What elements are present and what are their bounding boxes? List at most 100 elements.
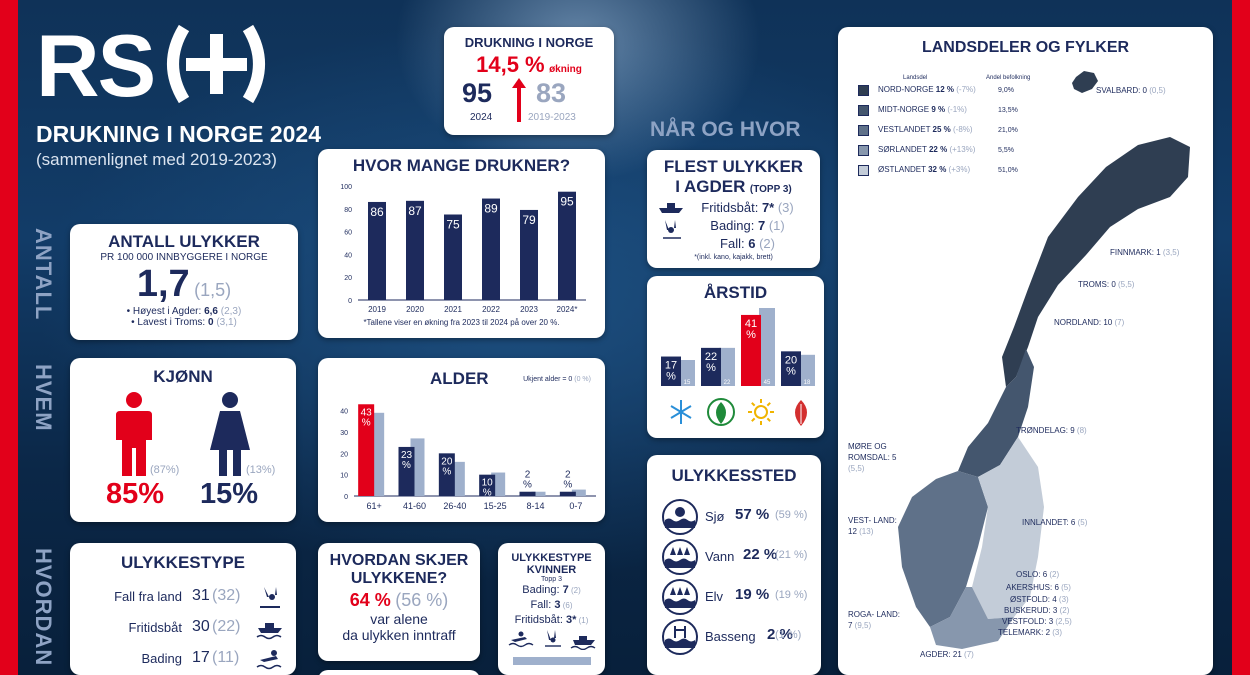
bar: [519, 491, 536, 496]
ulykker-prev: (1,5): [194, 280, 232, 300]
hvor-mange-title: HVOR MANGE DRUKNER?: [352, 156, 571, 175]
county-value: 9: [1070, 426, 1075, 435]
county-value: 7: [848, 621, 853, 630]
swimmer-head: [271, 650, 277, 656]
bar: [482, 198, 500, 300]
legend-name: SØRLANDET: [878, 145, 929, 154]
ulykker-subtitle: PR 100 000 INNBYGGERE I NORGE: [100, 252, 268, 263]
arrow-up-icon: [512, 78, 526, 122]
bar-value-label: 17: [665, 360, 677, 372]
brand-block: RS DRUKNING I NORGE 2024 (sammenlignet m…: [36, 16, 321, 170]
bar: [741, 314, 761, 386]
bar: [479, 474, 496, 496]
x-tick-label: 2019: [368, 305, 386, 314]
agder-icons: [659, 203, 683, 239]
ulykkestype-row-label: Fritidsbåt: [128, 620, 182, 635]
lavest-prev: (3,1): [216, 317, 237, 328]
hvor-mange-note: *Tallene viser en økning fra 2023 til 20…: [363, 318, 560, 327]
sted-row-label: Sjø: [705, 509, 725, 524]
bar-value-label: 75: [446, 218, 460, 232]
right-red-border: [1232, 0, 1250, 675]
map-county-label: ROGA- LAND: 7 (9,5): [848, 609, 904, 631]
county-name: VEST- LAND:: [848, 516, 897, 525]
county-name: VESTFOLD:: [1002, 617, 1049, 626]
sorlandet-region: [930, 587, 1014, 649]
kvinner-bar: [512, 657, 591, 665]
county-prev: (5): [1058, 583, 1071, 592]
alder-card: ALDER Ukjent alder = 0 (0 %) 0 10 20 30 40 43…: [318, 358, 605, 522]
county-name: OSLO:: [1016, 570, 1043, 579]
sted-row-value: 57 %: [735, 506, 770, 523]
agder-row: Fritidsbåt: 7* (3): [675, 199, 820, 217]
sea-icon: [662, 499, 698, 535]
bar-value-unit: %: [523, 480, 532, 491]
legend-row: SØRLANDET 22 % (+13%): [878, 145, 975, 154]
summary-title: DRUKNING I NORGE: [464, 35, 594, 50]
county-name: INNLANDET:: [1022, 518, 1071, 527]
boat-cabin: [265, 623, 274, 628]
lavest-label: • Lavest i Troms:: [131, 317, 206, 328]
county-prev: (13): [856, 527, 874, 536]
agder-title2: I AGDER: [675, 177, 746, 196]
county-prev: (0,5): [1147, 86, 1166, 95]
county-name: ROGA- LAND:: [848, 610, 901, 619]
icon-tree: [684, 587, 690, 595]
ulykker-value: 1,7: [136, 263, 190, 305]
y-tick-label: 30: [340, 430, 348, 437]
agder-list: Fritidsbåt: 7* (3) Bading: 7 (1) Fall: 6 (…: [647, 199, 820, 253]
kvinner-row-prev: (1): [576, 616, 589, 625]
hvordan-line1: var alene: [370, 611, 428, 627]
alder-title: ALDER: [430, 369, 489, 388]
map-title: LANDSDELER OG FYLKER: [921, 39, 1130, 56]
bar-value-label: 2: [565, 470, 571, 481]
hvordan-line2: da ulykken inntraff: [342, 627, 456, 643]
county-value: 0: [1142, 86, 1147, 95]
ulykkestype-row-prev: (32): [212, 587, 241, 604]
x-tick-label: 2024*: [557, 305, 578, 314]
years-bar-chart: 0 20 40 60 80 100 86 2019 87 2020 75 2021 89 2022 79 20…: [340, 184, 586, 314]
icon-tree: [684, 547, 690, 555]
icon-tree: [670, 587, 676, 595]
bar-value-label: 20: [441, 456, 453, 467]
legend-swatch: [858, 145, 869, 156]
agder-row: Bading: 7 (1): [675, 217, 820, 235]
sted-row-label: Vann: [705, 549, 735, 564]
legend-value: 22 %: [928, 145, 948, 154]
bar-value-label: 79: [522, 213, 536, 227]
summary-pct: 14,5 %: [476, 52, 545, 77]
sun-core: [754, 405, 768, 419]
county-value: 12: [848, 527, 857, 536]
boat-icon: [659, 203, 683, 213]
county-value: 21: [952, 650, 962, 659]
kvinner-topp: Topp 3: [540, 576, 563, 583]
pool-icon: [662, 619, 698, 655]
kvinner-title2: KVINNER: [526, 564, 577, 576]
ulykkestype-title: ULYKKESTYPE: [120, 553, 246, 572]
icon-ring: [662, 579, 698, 615]
sted-row-label: Basseng: [705, 629, 756, 644]
svalbard-shape: [1072, 71, 1098, 93]
sun-ray: [766, 402, 771, 407]
y-tick-label: 100: [340, 184, 352, 191]
legend-population: 51,0%: [998, 167, 1018, 174]
baseline-value-label: 18: [804, 380, 811, 386]
bar: [438, 453, 455, 496]
county-value: 10: [1103, 318, 1113, 327]
map-county-label: TELEMARK: 2 (3): [998, 627, 1128, 638]
county-name: FINNMARK:: [1110, 248, 1157, 257]
kvinner-card: ULYKKESTYPE KVINNER Topp 3 Bading: 7 (2)…: [498, 543, 605, 675]
bar-value-unit: %: [442, 466, 451, 477]
swimmer-icon: [256, 650, 282, 670]
kvinner-row: Bading: 7 (2): [498, 583, 605, 598]
bar-value-label: 2: [525, 470, 531, 481]
county-prev: (9,5): [852, 621, 872, 630]
agder-topp: (TOPP 3): [749, 184, 792, 195]
county-prev: (2): [1047, 570, 1060, 579]
x-tick-label: 26-40: [443, 501, 466, 511]
sted-row: Elv 19 % (19 %): [647, 578, 821, 618]
summary-base-value: 83: [536, 78, 567, 108]
county-value: 1: [1156, 248, 1161, 257]
bar: [701, 347, 721, 386]
legend-name: NORD-NORGE: [878, 85, 936, 94]
bar-value-label: 22: [705, 351, 717, 363]
